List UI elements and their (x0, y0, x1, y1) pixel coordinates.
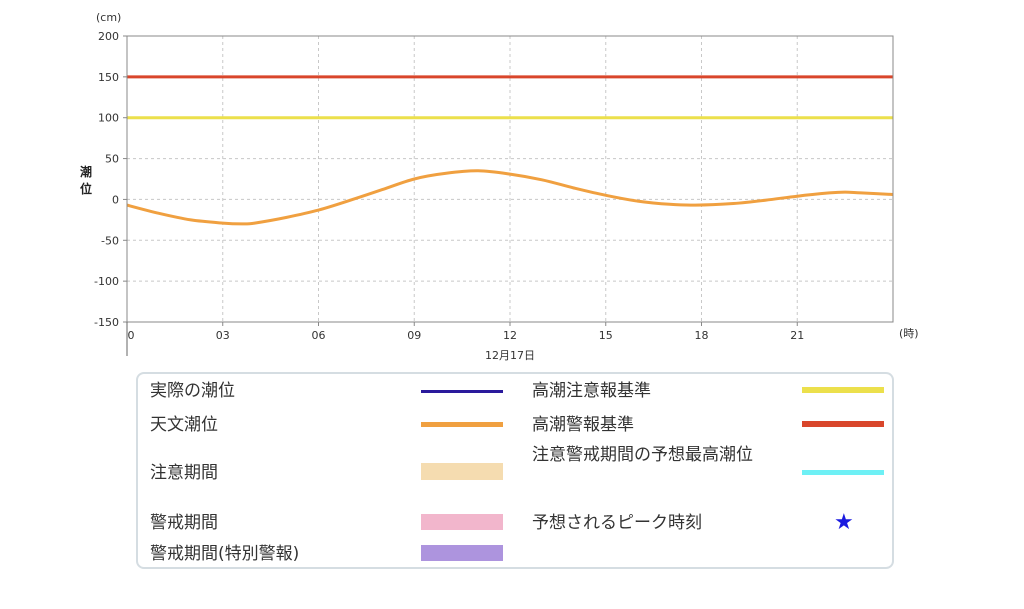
tide-chart: (cm) 潮 位 200 150 100 50 0 -50 -100 -150 0 03 06 09… (80, 11, 919, 362)
y-tick-label: -150 (94, 316, 119, 329)
legend-label-caution-period: 注意期間 (150, 463, 218, 483)
x-tick-label: 18 (695, 329, 709, 342)
legend-label-warning-level: 高潮警報基準 (532, 415, 634, 435)
legend-label-advisory-level: 高潮注意報基準 (532, 381, 651, 401)
x-tick-label: 03 (216, 329, 230, 342)
legend-label-special-warning-period: 警戒期間(特別警報) (150, 544, 300, 564)
y-axis-label-1: 潮 (80, 164, 92, 179)
x-tick-label: 09 (407, 329, 421, 342)
legend-swatch-caution-period (421, 463, 503, 480)
x-unit-label: (時) (899, 327, 919, 340)
y-tick-label: -100 (94, 275, 119, 288)
legend-box: 実際の潮位 天文潮位 注意期間 警戒期間 警戒期間(特別警報) 高潮注意報基準 … (136, 372, 894, 569)
legend-label-actual: 実際の潮位 (150, 381, 235, 401)
x-tick-label: 12 (503, 329, 517, 342)
date-label: 12月17日 (485, 349, 535, 362)
y-unit-label: (cm) (96, 11, 121, 24)
series-line-0 (126, 169, 894, 226)
y-tick-label: 200 (98, 30, 119, 43)
x-tick-label: 21 (790, 329, 804, 342)
x-tick-label: 06 (312, 329, 326, 342)
legend-label-peak-time: 予想されるピーク時刻 (532, 513, 702, 533)
legend-swatch-warning-level (802, 421, 884, 427)
legend-swatch-advisory-level (802, 387, 884, 393)
x-tick-label: 15 (599, 329, 613, 342)
star-icon: ★ (834, 510, 854, 535)
legend-label-warning-period: 警戒期間 (150, 513, 218, 533)
legend-swatch-warning-period (421, 514, 503, 530)
y-tick-label: 0 (112, 193, 119, 206)
x-tick-label: 0 (128, 329, 135, 342)
y-tick-label: 150 (98, 71, 119, 84)
legend-label-astronomical: 天文潮位 (150, 415, 218, 435)
legend-swatch-actual (421, 390, 503, 393)
legend-swatch-special-warning-period (421, 545, 503, 561)
y-tick-label: 50 (105, 153, 119, 166)
legend-swatch-astronomical (421, 422, 503, 427)
legend-swatch-predicted-max (802, 470, 884, 475)
legend-label-predicted-max: 注意警戒期間の予想最高潮位 (532, 445, 753, 465)
y-tick-label: -50 (101, 234, 119, 247)
y-tick-label: 100 (98, 112, 119, 125)
y-axis-label-2: 位 (80, 181, 92, 196)
